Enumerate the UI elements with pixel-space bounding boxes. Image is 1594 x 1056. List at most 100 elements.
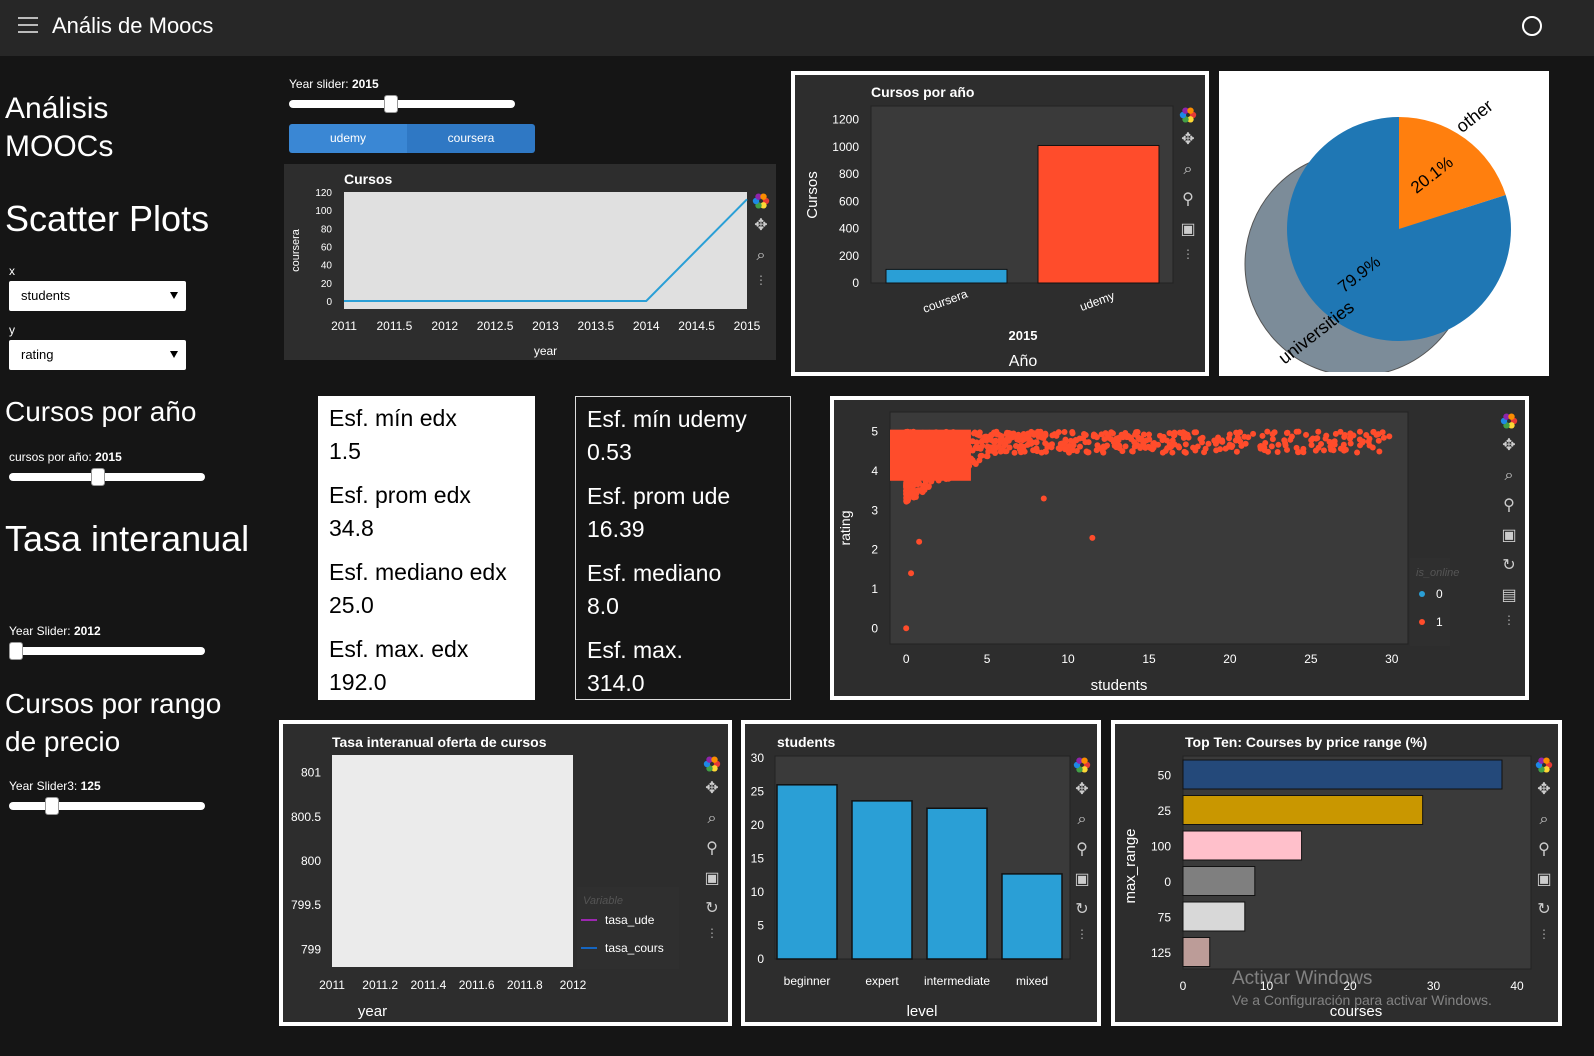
slider-handle[interactable] (384, 95, 399, 113)
plot-area (344, 192, 747, 309)
x-tick-label: 30 (1427, 979, 1441, 993)
pan-tool-icon[interactable]: ✥ (1181, 131, 1194, 148)
box-zoom-icon[interactable]: ⌕ (1540, 811, 1549, 828)
box-zoom-icon[interactable]: ⌕ (1505, 467, 1514, 484)
y-tick-label: 0 (757, 952, 764, 966)
scatter-point (1129, 448, 1136, 455)
scatter-point (1002, 441, 1009, 448)
x-tick-label: 2011.2 (362, 978, 398, 992)
bokeh-logo-icon (706, 756, 713, 763)
box-zoom-icon[interactable]: ⌕ (757, 247, 766, 264)
scatter-point (985, 448, 992, 455)
scatter-point (1264, 428, 1271, 435)
x-tick-label: 30 (1385, 652, 1399, 666)
y-tick-label: 200 (839, 249, 859, 263)
scatter-point (1191, 429, 1198, 436)
wheel-zoom-icon[interactable]: ⚲ (1538, 841, 1550, 858)
save-icon[interactable]: ▣ (1536, 871, 1551, 888)
y-select[interactable]: rating (9, 340, 186, 370)
reset-icon[interactable]: ↻ (1537, 901, 1550, 918)
reset-icon[interactable]: ↻ (1075, 901, 1088, 918)
x-tick-label: 2011.8 (507, 978, 543, 992)
y-axis-label: Cursos (804, 171, 821, 219)
hamburger-menu-icon[interactable] (18, 17, 38, 33)
bokeh-logo-icon (1081, 766, 1088, 773)
wheel-zoom-icon[interactable]: ⚲ (1182, 191, 1194, 208)
slider-handle[interactable] (9, 642, 23, 660)
hover-icon[interactable]: ▤ (1501, 587, 1516, 604)
tab-coursera[interactable]: coursera (407, 124, 535, 153)
scatter-point (1168, 443, 1175, 450)
scatter-point (1093, 447, 1100, 454)
save-icon[interactable]: ▣ (1501, 527, 1516, 544)
save-icon[interactable]: ▣ (1074, 871, 1089, 888)
reset-icon[interactable]: ↻ (1502, 557, 1515, 574)
legend-title: is_online (1416, 567, 1459, 579)
x-axis-label: year (534, 344, 557, 358)
stats-edx-card: Esf. mín edx 1.5 Esf. prom edx 34.8 Esf. m… (318, 396, 535, 700)
precio-slider[interactable] (9, 797, 205, 815)
legend-title: Variable (583, 895, 623, 907)
x-tick-label: 40 (1510, 979, 1524, 993)
x-tick-label: coursera (921, 287, 970, 316)
x-axis-label: Año (1009, 353, 1038, 370)
slider-handle[interactable] (45, 797, 60, 815)
wheel-zoom-icon[interactable]: ⚲ (1503, 497, 1515, 514)
save-icon[interactable]: ▣ (1180, 221, 1195, 238)
scatter-point (1162, 447, 1169, 454)
legend-marker (1419, 619, 1425, 625)
y-tick-label: 5 (871, 425, 878, 439)
pie-chart-panel: 20.1% other 79.9% universities (1219, 71, 1549, 377)
box-zoom-icon[interactable]: ⌕ (1184, 161, 1193, 178)
year-slider[interactable] (289, 95, 515, 113)
box-zoom-icon[interactable]: ⌕ (708, 810, 717, 827)
bokeh-logo-icon (1538, 757, 1545, 764)
bar (1182, 830, 1303, 861)
x-select[interactable]: students (9, 281, 186, 311)
tab-udemy[interactable]: udemy (289, 124, 407, 153)
bokeh-logo-icon (755, 193, 762, 200)
pan-tool-icon[interactable]: ✥ (705, 780, 718, 797)
scatter-point (1100, 449, 1107, 456)
pan-tool-icon[interactable]: ✥ (1075, 781, 1088, 798)
sidebar-title: Análisis MOOCs (5, 92, 114, 163)
save-icon[interactable]: ▣ (704, 870, 719, 887)
scatter-point (1019, 437, 1026, 444)
pan-tool-icon[interactable]: ✥ (1537, 781, 1550, 798)
x-tick-label: 2012 (431, 319, 458, 333)
tasa-slider[interactable] (9, 642, 205, 660)
scatter-point (1269, 436, 1276, 443)
stat-label: Esf. mín udemy (587, 406, 747, 432)
pan-tool-icon[interactable]: ✥ (754, 217, 767, 234)
scatter-point (1303, 431, 1310, 438)
y-tick-label: 20 (751, 818, 765, 832)
year-slider-label: Year slider: 2015 (289, 77, 379, 91)
x-tick-label: 2011.4 (410, 978, 446, 992)
scatter-point (1169, 449, 1176, 456)
scatter-point (1259, 432, 1266, 439)
pan-tool-icon[interactable]: ✥ (1502, 437, 1515, 454)
stat-value: 1.5 (329, 438, 361, 464)
y-tick-label: 80 (321, 224, 333, 235)
y-tick-label: 25 (751, 785, 765, 799)
scatter-point (1069, 447, 1076, 454)
wheel-zoom-icon[interactable]: ⚲ (706, 840, 718, 857)
scatter-point (1061, 428, 1068, 435)
y-tick-label: 15 (751, 852, 765, 866)
slider-handle[interactable] (90, 468, 105, 486)
y-tick-label: 0 (1164, 875, 1171, 889)
y-tick-label: 0 (871, 621, 878, 635)
scatter-point (1151, 440, 1158, 447)
bokeh-logo-icon (1503, 413, 1510, 420)
more-tools-icon: ⋮ (1503, 613, 1515, 627)
scatter-point (973, 443, 980, 450)
cursos-slider[interactable] (9, 468, 205, 486)
wheel-zoom-icon[interactable]: ⚲ (1076, 841, 1088, 858)
box-zoom-icon[interactable]: ⌕ (1078, 811, 1087, 828)
scatter-point (1300, 445, 1307, 452)
x-axis-label: level (907, 1003, 938, 1020)
reset-icon[interactable]: ↻ (705, 900, 718, 917)
scatter-point (1262, 439, 1269, 446)
scatter-point (1213, 447, 1220, 454)
